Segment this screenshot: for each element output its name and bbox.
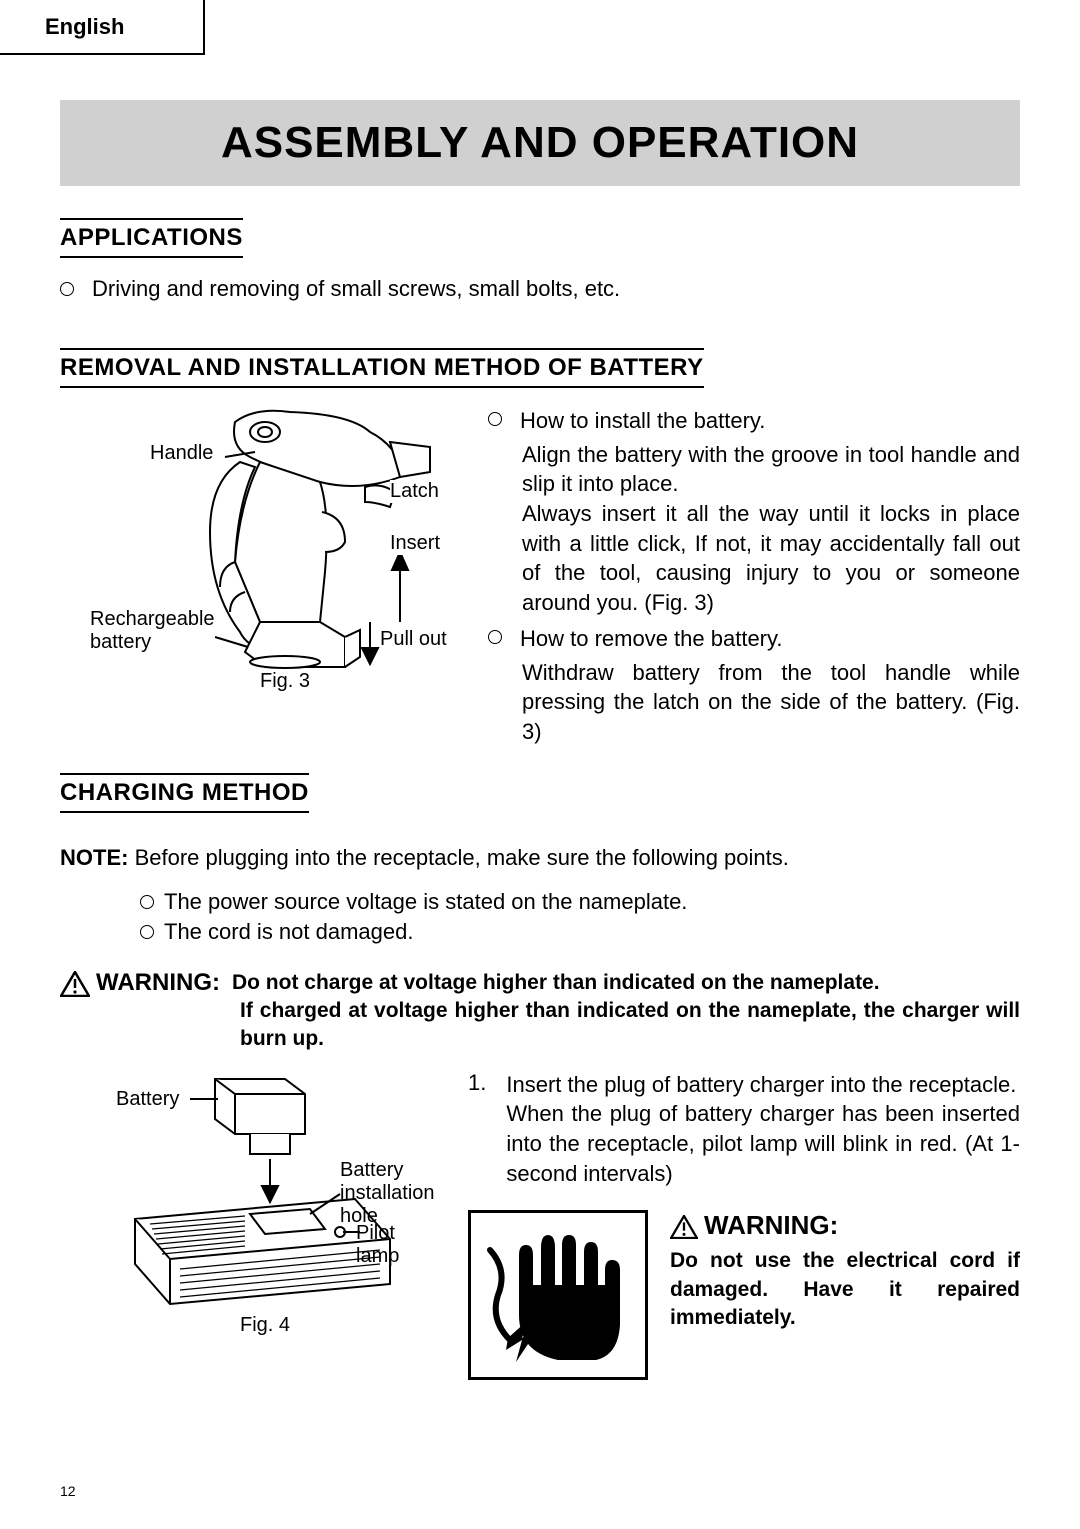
section-charging-heading: CHARGING METHOD: [60, 773, 309, 813]
install-body: Align the battery with the groove in too…: [522, 440, 1020, 618]
charging-right: 1. Insert the plug of battery charger in…: [468, 1064, 1020, 1381]
note-item: The power source voltage is stated on th…: [140, 889, 1020, 915]
fig3-label-rechargeable: Rechargeable battery: [90, 608, 215, 654]
bullet-icon: [140, 895, 154, 909]
fig4-label-pilot: Pilot lamp: [356, 1222, 440, 1268]
warning-icon: [60, 971, 90, 997]
note-item: The cord is not damaged.: [140, 919, 1020, 945]
page-title: ASSEMBLY AND OPERATION: [60, 100, 1020, 186]
step-number: 1.: [468, 1070, 486, 1096]
section-applications-heading: APPLICATIONS: [60, 218, 243, 258]
step-body-text: When the plug of battery charger has bee…: [506, 1099, 1020, 1188]
fig3-caption: Fig. 3: [260, 670, 310, 693]
no-damaged-cord-icon: [468, 1210, 648, 1380]
fig4-caption: Fig. 4: [240, 1314, 290, 1337]
bullet-icon: [488, 412, 502, 426]
warning-text-1: Do not charge at voltage higher than ind…: [232, 969, 880, 997]
page-number: 12: [60, 1483, 76, 1499]
bullet-icon: [60, 282, 74, 296]
remove-body: Withdraw battery from the tool handle wh…: [522, 658, 1020, 747]
bullet-icon: [140, 925, 154, 939]
fig4-label-battery: Battery: [116, 1088, 179, 1111]
warning2-label: WARNING:: [704, 1210, 838, 1241]
language-label: English: [45, 14, 124, 40]
cord-warning: WARNING: Do not use the electrical cord …: [468, 1210, 1020, 1380]
section-battery-heading: REMOVAL AND INSTALLATION METHOD OF BATTE…: [60, 348, 704, 388]
fig3-label-insert: Insert: [390, 532, 440, 555]
fig4-label-hole: Battery installation hole: [340, 1159, 435, 1228]
battery-instructions: How to install the battery. Align the ba…: [488, 402, 1020, 753]
fig3-label-pullout: Pull out: [380, 628, 447, 651]
battery-row: Handle Latch Insert Rechargeable battery…: [60, 402, 1020, 753]
note-item-text: The power source voltage is stated on th…: [164, 889, 687, 915]
figure-3: Handle Latch Insert Rechargeable battery…: [60, 402, 460, 702]
charging-step: 1. Insert the plug of battery charger in…: [468, 1070, 1020, 1189]
applications-item: Driving and removing of small screws, sm…: [60, 276, 1020, 302]
note-label: NOTE:: [60, 845, 128, 870]
bullet-icon: [488, 630, 502, 644]
figure-4: Battery Battery installation hole Pilot …: [60, 1064, 440, 1354]
warning-label: WARNING:: [96, 969, 220, 997]
charging-note: NOTE: Before plugging into the receptacl…: [60, 845, 1020, 871]
remove-title: How to remove the battery.: [520, 624, 783, 654]
install-title: How to install the battery.: [520, 406, 765, 436]
warning2-heading: WARNING:: [670, 1210, 1020, 1241]
note-item-text: The cord is not damaged.: [164, 919, 413, 945]
fig3-label-handle: Handle: [150, 442, 213, 465]
fig3-label-latch: Latch: [390, 480, 439, 503]
charging-warning: WARNING: Do not charge at voltage higher…: [60, 969, 1020, 1054]
charging-row: Battery Battery installation hole Pilot …: [60, 1064, 1020, 1381]
applications-text: Driving and removing of small screws, sm…: [92, 276, 620, 302]
warning-text-2: If charged at voltage higher than indica…: [240, 997, 1020, 1054]
language-tab: English: [0, 0, 205, 55]
note-text: Before plugging into the receptacle, mak…: [135, 845, 789, 870]
note-items: The power source voltage is stated on th…: [140, 889, 1020, 945]
step-title: Insert the plug of battery charger into …: [506, 1070, 1020, 1100]
warning-icon: [670, 1215, 698, 1239]
warning2-text: Do not use the electrical cord if damage…: [670, 1247, 1020, 1332]
